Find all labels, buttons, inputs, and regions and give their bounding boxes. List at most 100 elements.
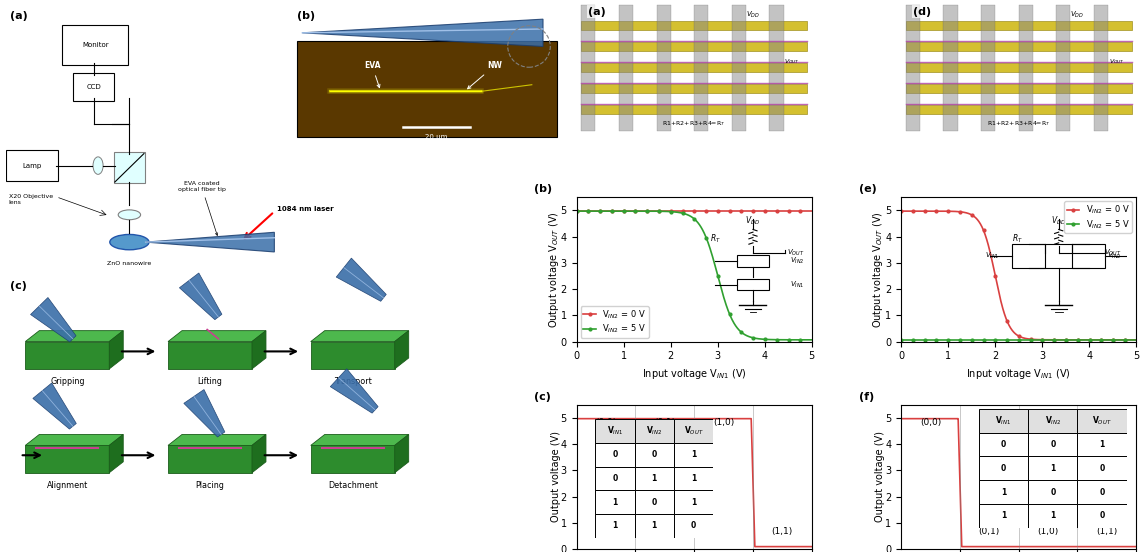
Polygon shape: [311, 445, 395, 473]
FancyBboxPatch shape: [114, 152, 145, 183]
Text: (1,1): (1,1): [1096, 527, 1118, 537]
Text: (1,1): (1,1): [772, 527, 793, 537]
Y-axis label: Output voltage V$_{OUT}$ (V): Output voltage V$_{OUT}$ (V): [871, 211, 885, 328]
Text: EVA coated
optical fiber tip: EVA coated optical fiber tip: [178, 182, 225, 236]
Text: (b): (b): [534, 184, 553, 194]
Text: (0,1): (0,1): [979, 527, 1000, 537]
Polygon shape: [311, 434, 409, 445]
Text: (1,0): (1,0): [1037, 527, 1059, 537]
Polygon shape: [179, 273, 222, 320]
Polygon shape: [25, 342, 110, 369]
FancyBboxPatch shape: [732, 6, 746, 131]
Polygon shape: [168, 331, 266, 342]
Text: Lamp: Lamp: [23, 163, 42, 168]
Polygon shape: [311, 342, 395, 369]
Ellipse shape: [119, 210, 140, 220]
Text: (0,0): (0,0): [595, 417, 617, 427]
Text: Detachment: Detachment: [328, 481, 378, 490]
Polygon shape: [25, 434, 123, 445]
FancyBboxPatch shape: [906, 63, 1132, 72]
FancyBboxPatch shape: [73, 73, 114, 100]
Text: Transport: Transport: [333, 377, 371, 386]
Text: Placing: Placing: [195, 481, 225, 490]
Text: $V_{OUT}$: $V_{OUT}$: [785, 57, 801, 66]
Text: (d): (d): [912, 7, 931, 17]
Polygon shape: [330, 369, 378, 413]
Text: NW: NW: [467, 61, 502, 89]
Text: X20 Objective
lens: X20 Objective lens: [8, 194, 53, 205]
Text: $V_{OUT}$: $V_{OUT}$: [1109, 57, 1125, 66]
Text: (a): (a): [588, 7, 606, 17]
FancyBboxPatch shape: [906, 6, 920, 131]
Text: $V_{DD}$: $V_{DD}$: [746, 9, 761, 19]
Polygon shape: [146, 232, 274, 252]
FancyBboxPatch shape: [581, 63, 807, 72]
Polygon shape: [311, 331, 409, 342]
FancyBboxPatch shape: [1056, 6, 1070, 131]
Ellipse shape: [110, 235, 148, 250]
Polygon shape: [303, 19, 542, 46]
Text: (c): (c): [10, 282, 27, 291]
Text: R1+R2+R3+R4=R$_T$: R1+R2+R3+R4=R$_T$: [987, 119, 1051, 128]
Text: Alignment: Alignment: [47, 481, 88, 490]
FancyBboxPatch shape: [770, 6, 783, 131]
Y-axis label: Output voltage (V): Output voltage (V): [550, 432, 561, 523]
FancyBboxPatch shape: [943, 6, 957, 131]
Y-axis label: Output voltage V$_{OUT}$ (V): Output voltage V$_{OUT}$ (V): [547, 211, 561, 328]
Polygon shape: [110, 434, 123, 473]
Text: 20 μm: 20 μm: [426, 134, 448, 140]
Legend: V$_{IN2}$ = 0 V, V$_{IN2}$ = 5 V: V$_{IN2}$ = 0 V, V$_{IN2}$ = 5 V: [1064, 201, 1132, 233]
FancyBboxPatch shape: [906, 84, 1132, 93]
FancyBboxPatch shape: [581, 84, 807, 93]
Text: (e): (e): [859, 184, 877, 194]
FancyBboxPatch shape: [6, 150, 58, 181]
Polygon shape: [31, 298, 77, 342]
FancyBboxPatch shape: [1019, 6, 1032, 131]
X-axis label: Input voltage V$_{IN1}$ (V): Input voltage V$_{IN1}$ (V): [642, 367, 747, 381]
Polygon shape: [168, 434, 266, 445]
FancyBboxPatch shape: [581, 21, 807, 30]
Polygon shape: [184, 390, 225, 437]
FancyBboxPatch shape: [981, 6, 995, 131]
Polygon shape: [25, 331, 123, 342]
FancyBboxPatch shape: [906, 21, 1132, 30]
Text: (1,0): (1,0): [713, 417, 734, 427]
FancyBboxPatch shape: [619, 6, 633, 131]
Polygon shape: [168, 445, 252, 473]
Polygon shape: [252, 434, 266, 473]
Text: (f): (f): [859, 392, 874, 402]
FancyBboxPatch shape: [906, 105, 1132, 114]
FancyBboxPatch shape: [62, 25, 128, 65]
FancyBboxPatch shape: [581, 105, 807, 114]
Text: Gripping: Gripping: [50, 377, 85, 386]
Text: (0,0): (0,0): [920, 417, 941, 427]
Text: $V_{DD}$: $V_{DD}$: [1070, 9, 1085, 19]
Text: (a): (a): [10, 11, 27, 21]
Polygon shape: [25, 445, 110, 473]
Text: (0,1): (0,1): [654, 417, 675, 427]
Polygon shape: [33, 383, 77, 429]
Y-axis label: Output voltage (V): Output voltage (V): [875, 432, 885, 523]
FancyBboxPatch shape: [1094, 6, 1108, 131]
Text: Monitor: Monitor: [82, 43, 108, 49]
Ellipse shape: [93, 157, 103, 174]
X-axis label: Input voltage V$_{IN1}$ (V): Input voltage V$_{IN1}$ (V): [966, 367, 1071, 381]
Text: CCD: CCD: [87, 84, 102, 90]
Text: (c): (c): [534, 392, 552, 402]
Polygon shape: [168, 342, 252, 369]
Text: EVA: EVA: [364, 61, 380, 88]
FancyBboxPatch shape: [694, 6, 708, 131]
Legend: V$_{IN2}$ = 0 V, V$_{IN2}$ = 5 V: V$_{IN2}$ = 0 V, V$_{IN2}$ = 5 V: [581, 306, 649, 337]
Polygon shape: [395, 434, 409, 473]
Text: ZnO nanowire: ZnO nanowire: [107, 261, 152, 266]
FancyBboxPatch shape: [657, 6, 670, 131]
Polygon shape: [110, 331, 123, 369]
Text: Lifting: Lifting: [198, 377, 223, 386]
FancyBboxPatch shape: [297, 41, 557, 137]
FancyBboxPatch shape: [906, 42, 1132, 51]
Text: 1084 nm laser: 1084 nm laser: [278, 206, 333, 213]
Text: (b): (b): [297, 11, 315, 21]
Polygon shape: [252, 331, 266, 369]
Text: R1+R2+R3+R4=R$_T$: R1+R2+R3+R4=R$_T$: [662, 119, 726, 128]
Polygon shape: [395, 331, 409, 369]
